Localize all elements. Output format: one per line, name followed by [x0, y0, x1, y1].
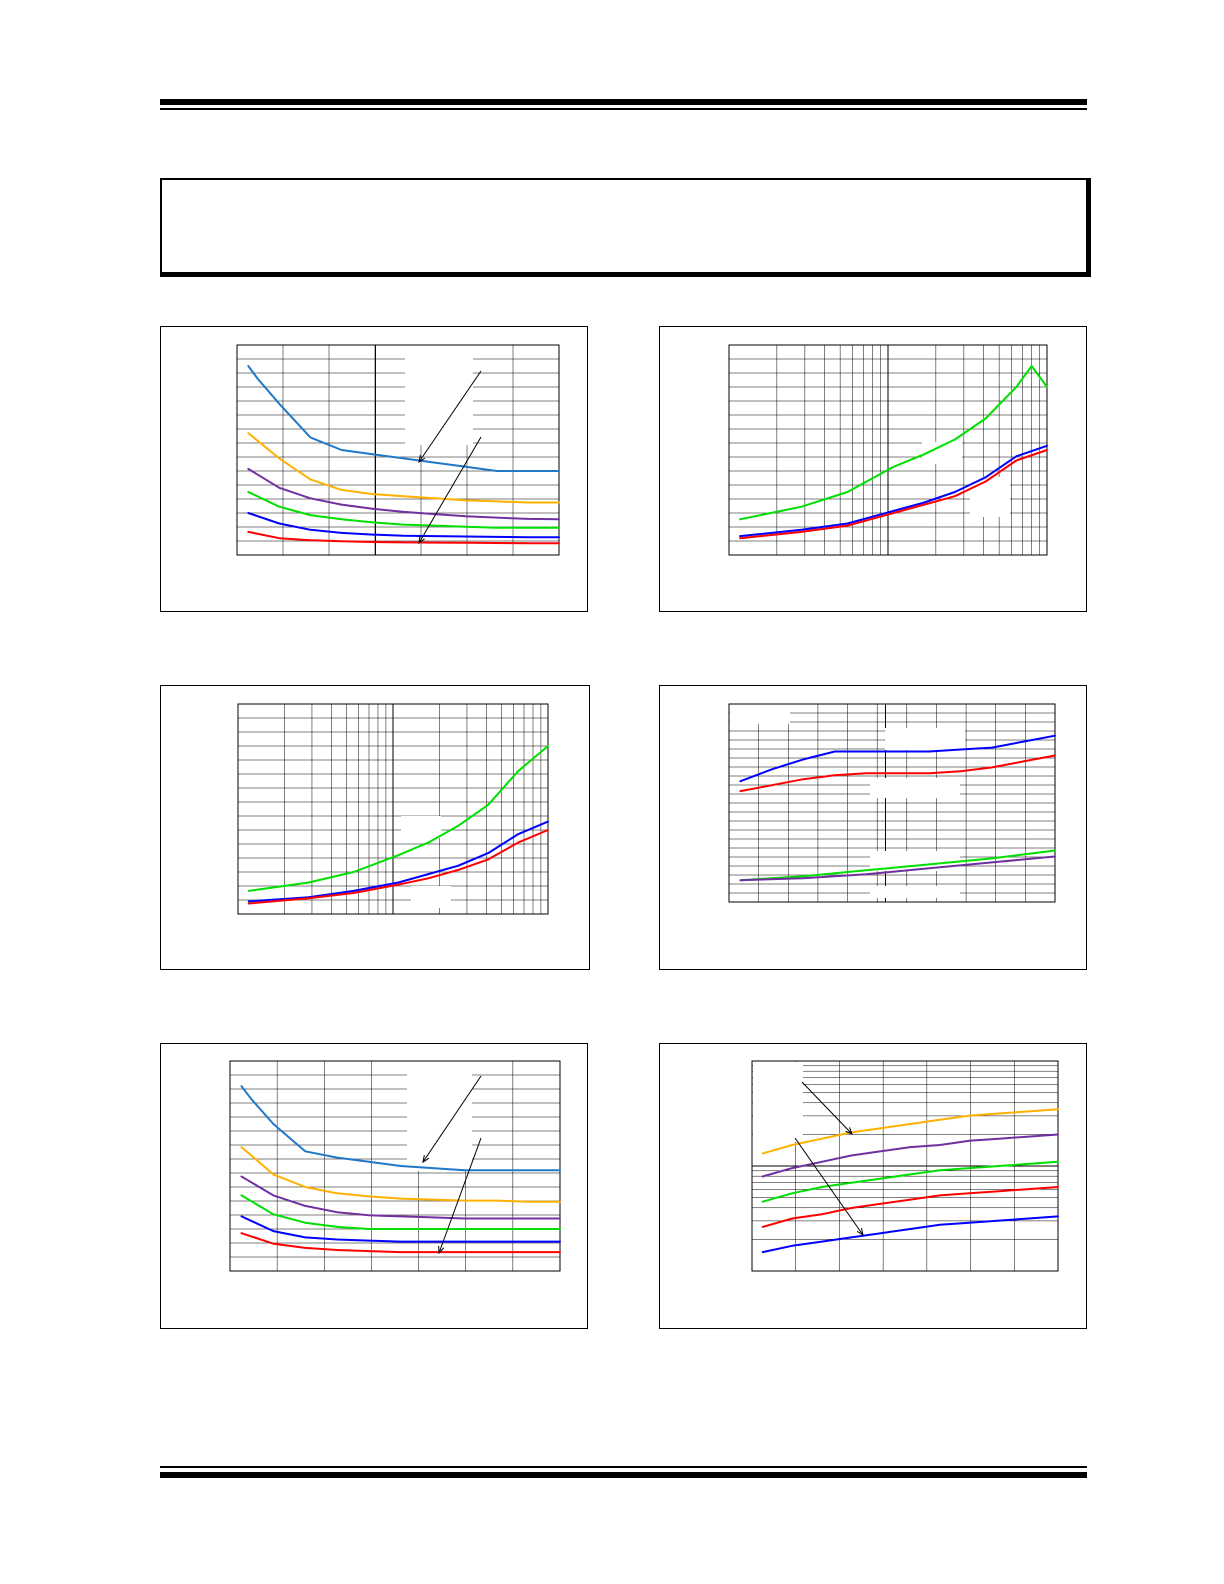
series-line-3	[247, 467, 560, 521]
annotation-arrowhead	[422, 1155, 430, 1164]
figure-2-grid	[729, 345, 1047, 555]
series-line-1	[739, 365, 1048, 521]
label-area	[885, 728, 965, 750]
figure-3-grid	[238, 704, 548, 914]
label-area	[870, 851, 960, 871]
series-line-4	[247, 491, 560, 529]
label-area	[401, 816, 441, 838]
plot-frame	[237, 703, 549, 915]
series-line-1	[247, 365, 560, 472]
annotation-arrow	[418, 436, 482, 544]
figure-2	[659, 326, 1087, 612]
footer-rule-thin	[160, 1466, 1087, 1468]
figure-6-plot	[751, 1060, 1059, 1272]
label-area	[411, 886, 451, 908]
annotation-arrow	[422, 1075, 482, 1163]
annotation-arrowhead	[845, 1127, 853, 1135]
series-line-2	[247, 432, 560, 504]
figure-4-plot	[728, 703, 1056, 903]
note-box	[160, 178, 1091, 277]
annotation-arrow	[418, 370, 482, 463]
label-area	[870, 886, 960, 898]
label-area	[970, 477, 1010, 517]
figure-3	[160, 685, 590, 970]
series-line-1	[761, 1108, 1059, 1155]
series-line-5	[761, 1215, 1059, 1254]
label-area	[407, 1061, 472, 1171]
label-area	[405, 345, 473, 445]
series-line-3	[739, 849, 1056, 882]
label-area	[870, 778, 960, 798]
annotation-arrowhead	[856, 1228, 864, 1237]
header-rule-thick	[160, 99, 1087, 105]
figure-1-plot	[236, 344, 560, 556]
series-line-5	[240, 1215, 561, 1243]
annotation-arrow	[794, 1137, 864, 1236]
annotation-arrow	[801, 1081, 853, 1135]
figure-5-plot	[229, 1060, 561, 1272]
series-line-1	[247, 745, 549, 892]
footer-rule-thick	[160, 1472, 1087, 1478]
series-line-2	[247, 820, 549, 903]
label-area	[922, 442, 962, 464]
label-area	[730, 704, 790, 724]
figure-4	[659, 685, 1087, 970]
plot-frame	[236, 344, 560, 556]
series-line-2	[240, 1146, 561, 1203]
plot-frame	[229, 1060, 561, 1272]
figure-6-grid	[752, 1061, 1058, 1271]
series-line-5	[247, 512, 560, 539]
series-line-3	[247, 829, 549, 905]
series-line-2	[739, 444, 1048, 538]
figure-5-grid	[230, 1061, 560, 1271]
series-line-4	[240, 1194, 561, 1230]
series-line-1	[240, 1085, 561, 1172]
series-line-4	[761, 1186, 1059, 1228]
figure-5	[160, 1043, 588, 1329]
series-line-2	[761, 1133, 1059, 1178]
header-rule-thin	[160, 108, 1087, 110]
figure-4-grid	[729, 704, 1055, 902]
label-area	[753, 1062, 803, 1142]
figure-2-plot	[728, 344, 1048, 556]
series-line-2	[739, 754, 1056, 793]
series-line-3	[761, 1160, 1059, 1203]
series-line-4	[739, 855, 1056, 882]
series-line-3	[240, 1175, 561, 1220]
series-line-6	[240, 1232, 561, 1254]
plot-frame	[728, 703, 1056, 903]
plot-frame	[751, 1060, 1059, 1272]
series-line-1	[739, 734, 1056, 783]
figure-6	[659, 1043, 1087, 1329]
annotation-arrowhead	[438, 1245, 445, 1255]
figure-3-plot	[237, 703, 549, 915]
annotation-arrowhead	[418, 535, 425, 545]
annotation-arrowhead	[418, 455, 426, 464]
series-line-6	[247, 530, 560, 545]
annotation-arrow	[438, 1137, 482, 1254]
figure-1	[160, 326, 588, 612]
series-line-3	[739, 449, 1048, 540]
